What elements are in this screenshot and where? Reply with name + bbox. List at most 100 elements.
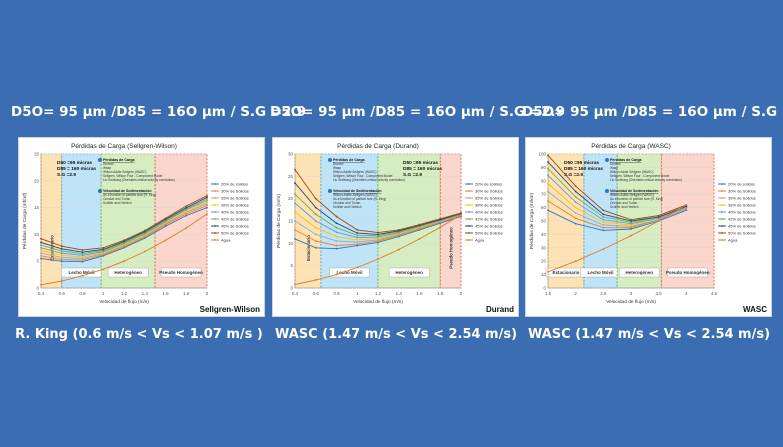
series-point	[335, 240, 338, 242]
note-line: Liu Sedbung (Overrides critical velocity…	[103, 178, 175, 182]
y-axis-label: Pérdidas de Carga (m/km)	[529, 192, 535, 249]
series-point	[397, 235, 400, 238]
note-line: Schiller and Herbich	[610, 205, 639, 209]
series-point	[547, 200, 549, 202]
legend-label: 35% de Sólidos	[475, 196, 503, 201]
series-point	[356, 232, 359, 234]
heading-wasc: D5O= 95 µm /D85 = 16O µm / S.G =2.9	[522, 104, 783, 120]
note-line: Oroskar and Turian	[333, 201, 361, 205]
series-point	[185, 205, 188, 207]
note-line: Liu Sedbung (Overrides critical velocity…	[333, 178, 405, 182]
legend-marker	[214, 225, 216, 227]
series-point	[164, 239, 167, 242]
legend-marker	[468, 239, 470, 241]
note-title: Pérdidas de Carga	[610, 158, 643, 162]
y-tick-label: 10	[541, 272, 547, 277]
series-point	[602, 216, 605, 218]
series-point	[185, 214, 188, 217]
y-tick-label: 60	[541, 205, 547, 210]
zone-label: Estacionario	[552, 270, 579, 275]
zone-label: Estacionario	[306, 235, 311, 261]
series-point	[335, 222, 338, 225]
legend-marker	[468, 232, 470, 234]
x-tick-label: 1	[356, 291, 359, 296]
series-point	[81, 249, 84, 251]
legend-label: 20% de sólidos	[475, 182, 502, 187]
series-point	[40, 237, 42, 240]
zone-label: Heterogéneo	[395, 270, 423, 275]
legend-marker	[214, 218, 216, 220]
series-line	[547, 175, 687, 225]
series-point	[377, 240, 379, 242]
y-tick-label: 0	[543, 286, 546, 291]
x-tick-label: 1.5	[545, 291, 552, 296]
x-tick-label: 1.8	[437, 291, 444, 296]
series-point	[657, 216, 660, 218]
x-tick-label: 1.4	[396, 291, 403, 296]
series-point	[81, 251, 84, 253]
note-bullet	[605, 158, 609, 162]
zone-label-box	[619, 267, 660, 278]
legend-marker	[721, 232, 723, 234]
note-line: Sellgren, Wilson Four - Component Model	[103, 174, 163, 178]
chart-durand: Pérdidas de Carga (Durand) Estacionario Le…	[276, 143, 514, 314]
series-point	[185, 213, 188, 215]
legend-marker	[721, 190, 723, 192]
series-point	[574, 185, 577, 188]
note-bullet	[328, 189, 332, 193]
legend-marker	[214, 232, 216, 234]
zone-label-box	[107, 267, 149, 278]
zone-label: Lecho Móvil	[588, 270, 614, 275]
series-point	[439, 226, 442, 229]
x-tick-label: 4	[685, 291, 688, 296]
series-point	[602, 218, 605, 221]
series-point	[356, 229, 359, 231]
series-point	[314, 233, 317, 236]
legend-label: 20% de sólidos	[221, 182, 248, 187]
y-axis-label: Pérdidas de Carga (m/m)	[276, 194, 282, 248]
x-tick-label: 1.2	[375, 291, 382, 296]
series-point	[685, 205, 688, 208]
series-point	[143, 229, 146, 232]
zone-label-box	[329, 267, 370, 278]
info-line: D85 = 160 micras	[57, 166, 96, 172]
legend-label: 38% de Sólidos	[475, 203, 503, 208]
note-line: Sellgren, Wilson Four - Component Model	[333, 174, 393, 178]
y-tick-label: 10	[34, 232, 40, 237]
series-point	[40, 249, 42, 252]
legend-label: Agua	[221, 238, 231, 243]
legend-label: 30% de Sólidos	[221, 189, 249, 194]
note-line: As a function of particle size (R. King)	[103, 193, 156, 197]
series-point	[602, 224, 605, 226]
x-tick-label: 0.8	[333, 291, 340, 296]
series-point	[377, 241, 379, 244]
series-point	[602, 209, 605, 212]
series-line	[547, 161, 687, 222]
series-point	[547, 167, 549, 170]
chart-panel-wasc: Pérdidas de Carga (WASC) Estacionario Lech…	[525, 137, 772, 317]
series-point	[185, 227, 188, 229]
zone-label: Lecho Móvil	[336, 270, 362, 275]
series-point	[81, 254, 84, 257]
zone-label: Heterogéneo	[626, 270, 654, 275]
legend-label: 45% de Sólidos	[475, 224, 503, 229]
info-line: D85 = 160 micras	[403, 166, 442, 172]
x-tick-label: 1.2	[121, 291, 128, 296]
legend-marker	[721, 197, 723, 199]
method-badge: Durand	[486, 305, 514, 314]
series-point	[102, 246, 105, 249]
y-tick-label: 100	[538, 152, 546, 157]
note-line: Sellgren, Wilson Four - Component Model	[610, 174, 670, 178]
y-tick-label: 15	[288, 219, 294, 224]
legend-marker	[721, 183, 723, 185]
legend-label: 42% de Sólidos	[728, 217, 756, 222]
legend-label: 20% de sólidos	[728, 182, 755, 187]
series-point	[356, 243, 359, 246]
series-point	[657, 214, 660, 217]
legend-label: 40% de Sólidos	[221, 210, 249, 215]
chart-sellgren-wilson: Pérdidas de Carga (Sellgren-Wilson)Estac…	[22, 143, 260, 314]
series-point	[206, 213, 208, 215]
x-tick-label: 1	[102, 291, 105, 296]
series-point	[547, 182, 549, 185]
y-axis-label: Pérdidas de Carga (mf/mf)	[22, 192, 28, 249]
